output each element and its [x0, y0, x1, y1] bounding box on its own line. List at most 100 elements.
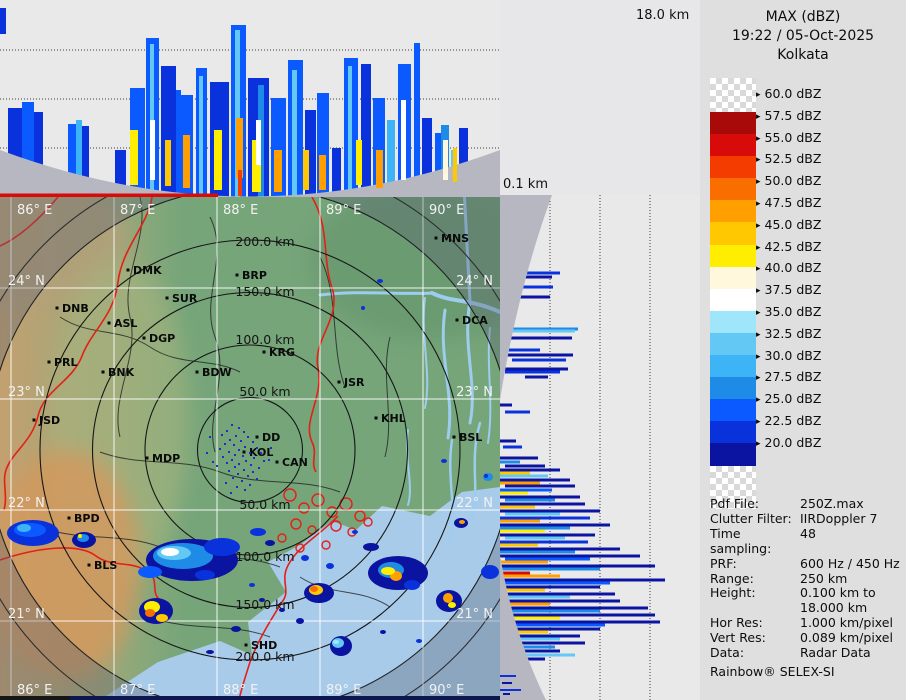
clutter-speckle [260, 452, 262, 454]
echo-bar [508, 329, 575, 333]
station-label: BDW [202, 366, 232, 379]
precip-cell [361, 306, 365, 310]
echo-bar [500, 516, 590, 520]
product-title: MAX (dBZ) [765, 9, 841, 25]
precip-cell [161, 548, 179, 556]
echo-bar [505, 637, 560, 641]
longitude-label: 89° E [326, 203, 361, 218]
info-row: Vert Res: 0.089 km/pixel [710, 630, 902, 646]
station-dot [67, 516, 71, 520]
radar-site-name: Kolkata [777, 47, 829, 63]
colorbar-color-block [710, 443, 756, 466]
clutter-speckle [235, 435, 237, 437]
station-BLS: BLS [87, 559, 117, 572]
echo-bar [500, 592, 615, 596]
station-dot [195, 370, 199, 374]
precip-cell [231, 626, 241, 632]
dbz-threshold-label: 22.5 dBZ [756, 413, 822, 428]
dbz-threshold-label: 35.0 dBZ [756, 304, 822, 319]
echo-bar [235, 30, 240, 197]
colorbar-color-block [710, 266, 756, 289]
station-dot [337, 380, 341, 384]
side-profile-svg[interactable] [500, 195, 700, 700]
clutter-speckle [241, 480, 243, 482]
precip-cell [195, 570, 215, 580]
echo-core [150, 120, 155, 180]
station-dot [145, 456, 149, 460]
station-label: JSR [343, 376, 365, 389]
longitude-label: 89° E [326, 683, 361, 698]
station-dot [87, 563, 91, 567]
station-PRL: PRL [47, 356, 78, 369]
echo-bar [500, 649, 560, 653]
clutter-speckle [231, 424, 233, 426]
clutter-speckle [228, 451, 230, 453]
station-DNB: DNB [55, 302, 89, 315]
colorbar-color-block [710, 355, 756, 378]
info-label: Pdf File: [710, 496, 759, 511]
echo-bar [161, 66, 176, 197]
echo-bar [500, 468, 560, 472]
echo-bar [500, 488, 552, 492]
echo-bar [505, 623, 605, 627]
echo-bar [500, 620, 660, 624]
map-panel-svg[interactable]: 200.0 km 150.0 km 100.0 km 50.0 km 50.0 km 10… [0, 197, 500, 700]
echo-bar [500, 495, 580, 499]
echo-bar [500, 645, 555, 649]
colorbar-color-block [710, 134, 756, 157]
info-label: Time sampling: [710, 525, 772, 556]
echo-bar [500, 519, 540, 523]
colorbar-color-block [710, 377, 756, 400]
echo-bar [505, 484, 575, 488]
echo-bar [292, 70, 297, 197]
border-lines [0, 197, 339, 700]
top-profile-spots-group [0, 8, 457, 196]
station-MNS: MNS [434, 232, 469, 245]
colorbar-color-block [710, 399, 756, 422]
range-ring-label: 200.0 km [235, 649, 294, 664]
earth-curvature-mask-top [0, 150, 500, 197]
precip-cell [156, 614, 168, 622]
echo-bar [500, 540, 588, 544]
precip-cell [443, 593, 453, 603]
info-value: 1.000 km/pixel [800, 615, 893, 631]
dbz-threshold-label: 60.0 dBZ [756, 86, 822, 101]
clutter-speckle [244, 446, 246, 448]
station-label: MNS [441, 232, 469, 245]
dbz-threshold-label: 27.5 dBZ [756, 369, 822, 384]
clutter-speckle [234, 454, 236, 456]
map-bottom-strip [0, 696, 500, 700]
ground-clutter-baseline [0, 193, 218, 197]
top-profile-svg[interactable] [0, 0, 500, 197]
station-KHL: KHL [374, 412, 406, 425]
dbz-threshold-label: 47.5 dBZ [756, 195, 822, 210]
echo-bar [34, 112, 43, 197]
station-dot [255, 435, 259, 439]
station-BDW: BDW [195, 366, 232, 379]
precip-cell [138, 566, 162, 578]
echo-bar [505, 464, 545, 468]
longitude-label: 88° E [223, 683, 258, 698]
echo-bar [348, 66, 352, 197]
clutter-speckle [258, 467, 260, 469]
precip-cells-group [7, 279, 499, 656]
echo-bar [500, 460, 520, 464]
station-DD: DD [255, 431, 280, 444]
precip-cell [301, 555, 309, 561]
precip-cell [249, 583, 255, 587]
echo-bar [361, 64, 371, 197]
range-ring [144, 344, 356, 556]
echo-bar [500, 474, 548, 478]
clutter-speckle [247, 436, 249, 438]
echo-core [0, 8, 6, 34]
longitude-label: 87° E [120, 683, 155, 698]
clutter-speckle [244, 489, 246, 491]
echo-core [303, 150, 309, 190]
echo-bar [500, 588, 545, 592]
echo-bar [500, 529, 545, 533]
clutter-speckle [232, 477, 234, 479]
colorbar-color-block [710, 288, 756, 311]
info-row: Hor Res: 1.000 km/pixel [710, 615, 902, 631]
echo-bar [500, 336, 572, 340]
precip-cell [352, 530, 358, 534]
